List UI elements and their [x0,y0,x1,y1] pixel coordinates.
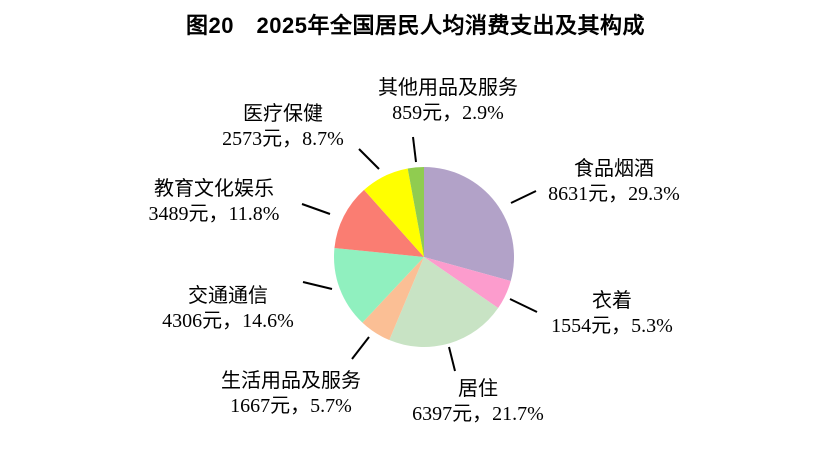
pie-slice-clothing [424,257,511,309]
label-name: 医疗保健 [242,103,323,125]
label-transport-communication: 交通通信 4306元，14.6% [162,284,294,334]
pie-slice-other-goods-services [407,167,424,257]
pie-slice-housing [389,257,499,347]
label-value: 6397元，21.7% [412,403,544,425]
pie-slice-food-tobacco-alcohol [424,167,515,282]
leader-line-education-culture-entertainment [301,203,331,215]
label-education-culture-entertainment: 教育文化娱乐 3489元，11.8% [149,177,280,227]
label-name: 衣着 [591,290,632,312]
chart-title: 图20 2025年全国居民人均消费支出及其构成 [186,13,645,38]
leader-line-food-tobacco-alcohol [510,190,537,204]
label-name: 食品烟酒 [573,158,654,180]
leader-line-housing [448,346,456,372]
leader-line-clothing [509,298,538,313]
pie-slice-household-goods-services [362,257,424,341]
label-name: 生活用品及服务 [221,370,361,392]
label-value: 1554元，5.3% [551,315,673,337]
label-value: 2573元，8.7% [222,128,344,150]
label-household-goods-services: 生活用品及服务 1667元，5.7% [221,369,361,419]
leader-line-other-goods-services [412,136,417,163]
pie-slice-healthcare [364,168,424,257]
label-value: 1667元，5.7% [230,395,352,417]
pie-slice-education-culture-entertainment [334,189,424,257]
label-value: 3489元，11.8% [148,203,280,225]
leader-line-transport-communication [302,281,333,290]
label-clothing: 衣着 1554元，5.3% [551,289,673,339]
label-healthcare: 医疗保健 2573元，8.7% [222,102,344,152]
label-value: 4306元，14.6% [162,310,294,332]
label-name: 其他用品及服务 [378,77,518,99]
label-housing: 居住 6397元，21.7% [412,377,544,427]
pie-slice-transport-communication [333,247,424,323]
label-name: 居住 [457,378,498,400]
leader-line-household-goods-services [351,336,370,360]
label-value: 8631元，29.3% [548,183,680,205]
label-name: 教育文化娱乐 [153,178,274,200]
label-value: 859元，2.9% [392,102,504,124]
label-name: 交通通信 [187,285,268,307]
label-food-tobacco-alcohol: 食品烟酒 8631元，29.3% [548,157,680,207]
leader-line-healthcare [358,148,380,170]
label-other-goods-services: 其他用品及服务 859元，2.9% [378,76,518,126]
